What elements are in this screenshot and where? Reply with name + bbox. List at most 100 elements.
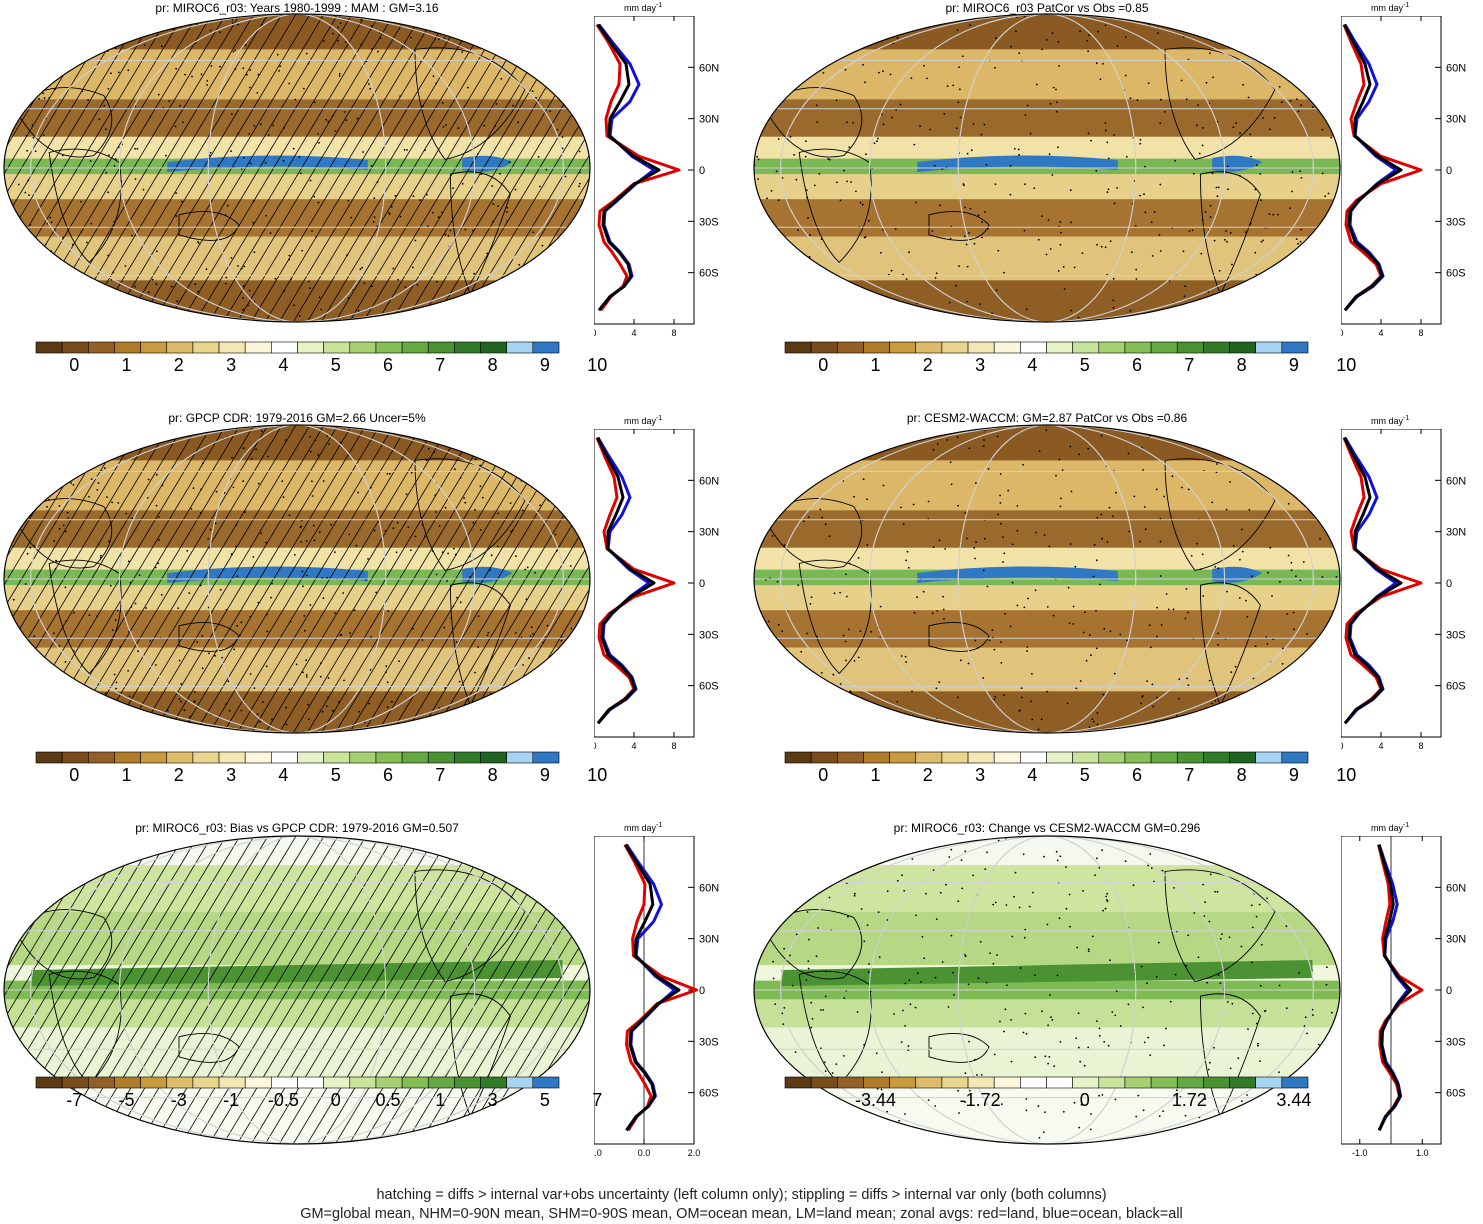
colorbar-tick-label: 0.5 (375, 1090, 401, 1110)
colorbar-swatch (967, 341, 995, 354)
colorbar-tick-label: -5 (118, 1090, 135, 1110)
colorbar-swatch (349, 341, 377, 354)
colorbar-swatch (836, 341, 864, 354)
zonal-x-tick-label: 8 (1418, 741, 1423, 751)
colorbar-swatch (35, 751, 63, 764)
colorbar-swatch (323, 1076, 351, 1089)
colorbar-swatch (297, 751, 324, 764)
robinson-map (753, 835, 1341, 1145)
colorbar-tick-label: -3 (170, 1090, 187, 1110)
coastline (928, 211, 990, 241)
colorbar-tick-label: 6 (1132, 355, 1143, 375)
lat-tick-label: 30N (699, 114, 719, 126)
colorbar-swatch (244, 341, 272, 354)
colorbar-swatch (863, 751, 890, 764)
zonal-mean-plot: 60N 30N 0 30S 60S 0 4 8 (1341, 429, 1466, 751)
footer-line-1: hatching = diffs > internal var+obs unce… (376, 1187, 1107, 1203)
colorbar-swatch (87, 751, 115, 764)
zonal-frame (1341, 429, 1442, 738)
lat-tick-label: 60S (699, 681, 719, 693)
colorbar-swatch (401, 1076, 429, 1089)
colorbar-tick-label: 7 (435, 765, 446, 785)
colorbar-tick-label: 1.72 (1171, 1090, 1207, 1110)
graticule (754, 425, 1340, 733)
colorbar-swatch (967, 751, 995, 764)
colorbar-tick-label: -3.44 (855, 1090, 897, 1110)
colorbar-swatch (1150, 341, 1178, 354)
colorbar-tick-label: -1 (223, 1090, 240, 1110)
colorbar-swatch (1020, 751, 1047, 764)
precip-band (754, 1027, 1340, 1084)
precip-band (754, 610, 1340, 648)
precip-band (4, 136, 590, 159)
colorbar-swatch (480, 1076, 507, 1089)
zonal-curve-all (596, 436, 656, 725)
colorbar-swatch (218, 751, 246, 764)
precip-band (754, 49, 1340, 100)
map-title: pr: MIROC6_r03: Change vs CESM2-WACCM GM… (893, 821, 1201, 835)
colorbar-swatch (114, 751, 141, 764)
colorbar-tick-label: 7 (592, 1090, 603, 1110)
precip-band (4, 912, 590, 966)
colorbar-swatch (244, 1076, 272, 1089)
zonal-curve-all (1343, 436, 1403, 725)
zonal-x-tick-label: 4 (631, 328, 636, 338)
coastline (763, 498, 863, 569)
zonal-curve-all (1377, 844, 1413, 1131)
colorbar-tick-label: 3 (975, 355, 986, 375)
colorbar-swatch (1098, 1076, 1126, 1089)
coastline (178, 622, 240, 652)
coastline (178, 211, 240, 241)
colorbar-swatch (1124, 341, 1152, 354)
colorbar-swatch (810, 751, 838, 764)
colorbar-tick-label: -7 (66, 1090, 83, 1110)
colorbar-swatch (87, 341, 115, 354)
precip-band (754, 236, 1340, 281)
colorbar-swatch (810, 1076, 838, 1089)
colorbar-swatch (401, 341, 429, 354)
colorbar-tick-label: 3 (226, 355, 237, 375)
colorbar-swatch (218, 1076, 246, 1089)
map-border (753, 424, 1341, 734)
colorbar-swatch (993, 1076, 1021, 1089)
zonal-frame (1341, 16, 1442, 325)
lat-tick-label: 0 (699, 165, 705, 177)
colorbar-tick-label: 4 (1027, 355, 1038, 375)
precip-band (754, 999, 1340, 1028)
colorbar-swatch (454, 341, 481, 354)
zonal-x-tick-label: 0.0 (638, 1148, 651, 1158)
lat-tick-label: 0 (1446, 985, 1452, 997)
lat-tick-label: 0 (1446, 165, 1452, 177)
colorbar-swatch (114, 341, 141, 354)
colorbar-tick-label: 0 (818, 355, 829, 375)
colorbar-swatch (427, 751, 455, 764)
map-title: pr: MIROC6_r03: Years 1980-1999 : MAM : … (155, 1, 439, 15)
colorbar-swatch (1281, 751, 1309, 764)
coastline (449, 582, 511, 707)
colorbar-tick-label: 2 (173, 765, 184, 785)
coastline (48, 970, 122, 1086)
robinson-map (3, 13, 591, 323)
zonal-mean-plot: 60N 30N 0 30S 60S 0 4 8 (1341, 16, 1466, 338)
zonal-x-tick-label: 4 (1378, 328, 1383, 338)
colorbar-swatch (915, 1076, 943, 1089)
lat-tick-label: 30S (699, 629, 719, 641)
colorbar-swatch (1229, 1076, 1256, 1089)
colorbar-swatch (297, 1076, 324, 1089)
colorbar-swatch (941, 751, 969, 764)
colorbar-swatch (1098, 751, 1126, 764)
colorbar-swatch (427, 341, 455, 354)
colorbar-tick-label: 10 (587, 765, 608, 785)
colorbar-tick-label: 2 (173, 355, 184, 375)
zonal-units: mm day-1 (1371, 2, 1410, 13)
coastline (798, 559, 872, 675)
map-title: pr: MIROC6_r03: Bias vs GPCP CDR: 1979-2… (135, 821, 459, 835)
precip-band (754, 425, 1340, 461)
colorbar-swatch (271, 751, 298, 764)
colorbar (35, 341, 560, 354)
zonal-curve-land (1342, 24, 1423, 312)
precip-band (754, 547, 1340, 570)
colorbar-tick-label: -0.5 (267, 1090, 299, 1110)
colorbar-swatch (192, 341, 220, 354)
coastline (13, 909, 113, 980)
